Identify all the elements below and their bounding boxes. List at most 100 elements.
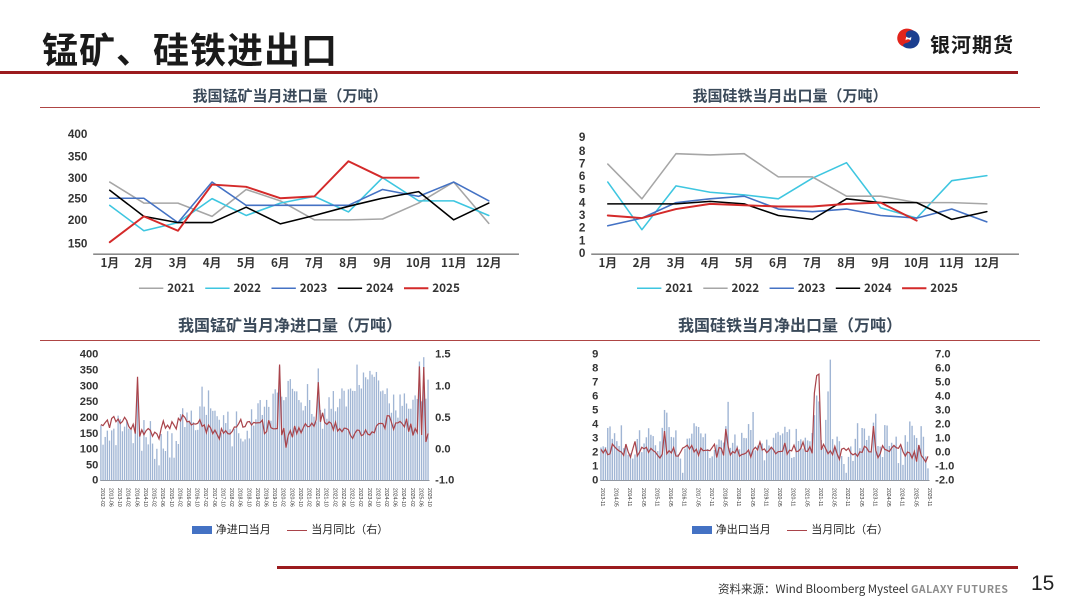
svg-text:2: 2 <box>592 447 598 459</box>
svg-text:2019-11: 2019-11 <box>762 488 768 507</box>
svg-text:400: 400 <box>80 349 99 361</box>
svg-text:2019-02: 2019-02 <box>254 488 260 507</box>
svg-text:2023: 2023 <box>798 280 826 297</box>
svg-text:2022: 2022 <box>233 280 261 297</box>
svg-text:2016-11: 2016-11 <box>681 488 687 507</box>
svg-text:2018-02: 2018-02 <box>228 488 234 507</box>
svg-text:2016-10: 2016-10 <box>194 488 200 507</box>
svg-text:9: 9 <box>592 349 598 361</box>
svg-text:9月: 9月 <box>373 254 392 271</box>
svg-text:2023-02: 2023-02 <box>357 488 363 507</box>
svg-text:0.0: 0.0 <box>435 444 451 456</box>
svg-text:8: 8 <box>592 363 598 375</box>
svg-text:2022-02: 2022-02 <box>331 488 337 507</box>
svg-text:11月: 11月 <box>939 254 964 271</box>
svg-text:7: 7 <box>592 377 598 389</box>
svg-text:2025: 2025 <box>930 280 958 297</box>
svg-text:3.0: 3.0 <box>935 405 951 417</box>
svg-text:2021: 2021 <box>167 280 195 297</box>
svg-text:-2.0: -2.0 <box>935 475 954 487</box>
svg-text:2015-10: 2015-10 <box>168 488 174 507</box>
svg-text:2013-10: 2013-10 <box>116 488 122 507</box>
svg-text:350: 350 <box>80 365 99 377</box>
svg-text:6: 6 <box>592 391 598 403</box>
svg-text:1: 1 <box>592 461 598 473</box>
svg-text:2014-11: 2014-11 <box>626 488 632 507</box>
svg-text:2013-02: 2013-02 <box>99 488 105 507</box>
svg-text:5月: 5月 <box>735 254 754 271</box>
svg-text:2: 2 <box>579 222 586 235</box>
svg-text:4: 4 <box>579 197 586 210</box>
svg-text:2024-11: 2024-11 <box>899 488 905 507</box>
svg-text:2022-10: 2022-10 <box>349 488 355 507</box>
svg-text:2019-05: 2019-05 <box>749 488 755 507</box>
svg-text:0: 0 <box>92 475 98 487</box>
svg-text:150: 150 <box>68 238 88 251</box>
svg-text:9: 9 <box>579 132 586 145</box>
svg-text:3月: 3月 <box>667 254 686 271</box>
svg-text:2.0: 2.0 <box>935 419 951 431</box>
svg-text:50: 50 <box>86 460 98 472</box>
svg-text:5: 5 <box>579 183 586 196</box>
svg-text:1月: 1月 <box>598 254 617 271</box>
svg-text:2022-06: 2022-06 <box>340 488 346 507</box>
svg-text:2020-05: 2020-05 <box>776 488 782 507</box>
svg-text:2018-05: 2018-05 <box>722 488 728 507</box>
svg-text:2017-10: 2017-10 <box>219 488 225 507</box>
svg-text:4月: 4月 <box>701 254 720 271</box>
svg-text:12月: 12月 <box>974 254 999 271</box>
svg-text:2022-05: 2022-05 <box>831 488 837 507</box>
svg-text:10月: 10月 <box>406 254 431 271</box>
svg-text:0: 0 <box>592 475 598 487</box>
svg-text:1: 1 <box>579 235 586 248</box>
svg-text:2018-10: 2018-10 <box>245 488 251 507</box>
svg-text:4.0: 4.0 <box>935 391 951 403</box>
svg-text:2月: 2月 <box>135 254 154 271</box>
svg-text:2021-02: 2021-02 <box>305 488 311 507</box>
svg-text:2019-10: 2019-10 <box>271 488 277 507</box>
svg-text:2021-06: 2021-06 <box>314 488 320 507</box>
svg-text:2024-02: 2024-02 <box>383 488 389 507</box>
svg-text:8月: 8月 <box>339 254 358 271</box>
svg-text:2017-05: 2017-05 <box>694 488 700 507</box>
svg-text:0: 0 <box>579 247 586 260</box>
svg-text:-1.0: -1.0 <box>935 461 954 473</box>
svg-text:6月: 6月 <box>769 254 788 271</box>
svg-text:2024-06: 2024-06 <box>392 488 398 507</box>
svg-text:1.0: 1.0 <box>435 381 451 393</box>
svg-text:6月: 6月 <box>271 254 290 271</box>
svg-text:2019-06: 2019-06 <box>263 488 269 507</box>
svg-text:2016-02: 2016-02 <box>176 488 182 507</box>
svg-text:2016-05: 2016-05 <box>667 488 673 507</box>
svg-text:2023-10: 2023-10 <box>374 488 380 507</box>
svg-text:0.0: 0.0 <box>935 447 951 459</box>
svg-text:4: 4 <box>592 419 599 431</box>
svg-text:300: 300 <box>80 381 99 393</box>
svg-text:2021-10: 2021-10 <box>323 488 329 507</box>
svg-text:200: 200 <box>80 412 99 424</box>
svg-text:400: 400 <box>68 129 88 142</box>
svg-text:2013-06: 2013-06 <box>108 488 114 507</box>
svg-text:2023-06: 2023-06 <box>366 488 372 507</box>
svg-text:2023: 2023 <box>300 280 328 297</box>
svg-text:2020-02: 2020-02 <box>280 488 286 507</box>
svg-text:2020-10: 2020-10 <box>297 488 303 507</box>
svg-text:2015-11: 2015-11 <box>653 488 659 507</box>
svg-text:2013-11: 2013-11 <box>599 488 605 507</box>
svg-text:11月: 11月 <box>441 254 466 271</box>
svg-text:200: 200 <box>68 214 88 227</box>
svg-text:5: 5 <box>592 405 598 417</box>
svg-text:3: 3 <box>579 209 586 222</box>
svg-text:7.0: 7.0 <box>935 349 951 361</box>
svg-text:2025-05: 2025-05 <box>912 488 918 507</box>
svg-text:2017-02: 2017-02 <box>202 488 208 507</box>
svg-text:2018-11: 2018-11 <box>735 488 741 507</box>
svg-text:7月: 7月 <box>305 254 324 271</box>
svg-text:6: 6 <box>579 170 586 183</box>
svg-text:10月: 10月 <box>904 254 929 271</box>
svg-text:2020-11: 2020-11 <box>790 488 796 507</box>
svg-text:150: 150 <box>80 428 99 440</box>
svg-text:2015-05: 2015-05 <box>640 488 646 507</box>
svg-text:2022: 2022 <box>732 280 760 297</box>
svg-text:2022-11: 2022-11 <box>844 488 850 507</box>
